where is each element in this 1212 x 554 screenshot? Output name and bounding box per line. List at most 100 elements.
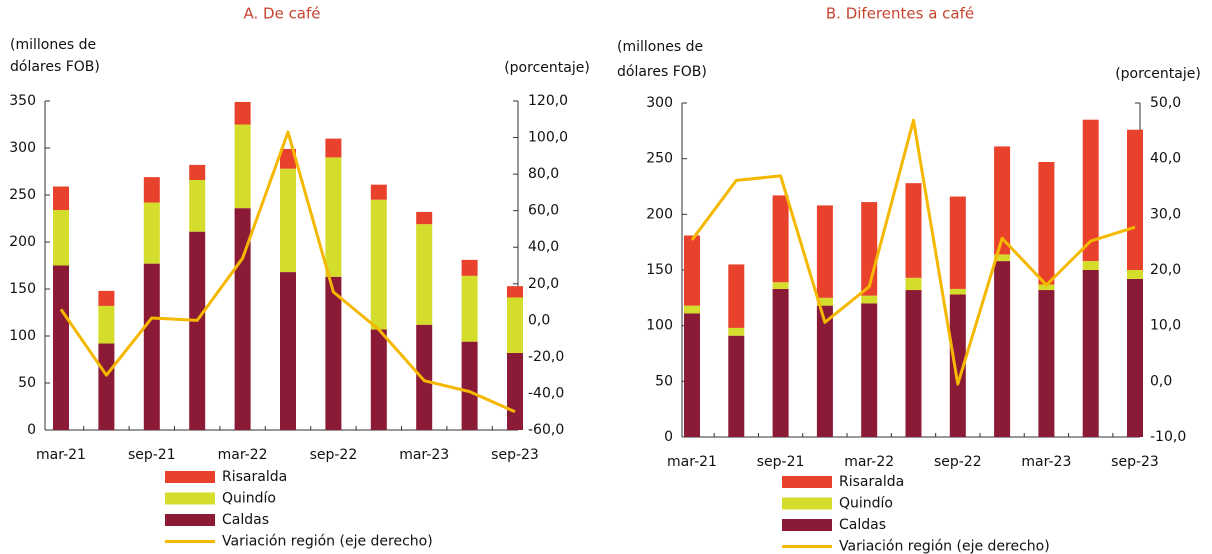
legend-swatch [165, 492, 215, 505]
y-tick-label: 200 [9, 234, 36, 250]
bar-segment [1082, 119, 1099, 262]
x-tick-label: mar-21 [667, 454, 717, 470]
bar-segment [53, 265, 69, 430]
legend-label: Risaralda [222, 469, 287, 485]
bar-segment [461, 341, 478, 430]
x-tick-label: sep-23 [1111, 454, 1159, 470]
bar-segment [994, 254, 1011, 262]
bar-segment [143, 202, 160, 264]
y2-tick-label: 60,0 [528, 203, 559, 219]
legend-swatch [782, 476, 832, 488]
bar-segment [280, 272, 296, 430]
bar-segment [1127, 129, 1143, 270]
y2-tick-label: 10,0 [1150, 318, 1181, 334]
bar-segment [143, 263, 160, 430]
line-series [690, 118, 1136, 386]
y2-tick-label: 120,0 [528, 93, 568, 109]
bar-segment [772, 282, 789, 289]
legend-label: Quindío [839, 496, 893, 512]
bar-segment [1082, 270, 1099, 437]
bar-segment [280, 148, 296, 169]
bar-segment [684, 235, 700, 306]
bar-segment [861, 303, 878, 437]
bar-segment [507, 286, 523, 298]
bar-segment [994, 261, 1011, 437]
legend-label: Variación región (eje derecho) [839, 539, 1050, 554]
bar-segment [684, 313, 700, 437]
bar-segment [1127, 270, 1143, 279]
bar-segment [1038, 284, 1055, 291]
x-tick-label: sep-22 [310, 447, 358, 463]
bar-segment [370, 329, 387, 430]
bar-segment [1127, 278, 1143, 437]
line-series [59, 130, 516, 414]
y-tick-label: 0 [664, 429, 673, 445]
legend-swatch [165, 514, 215, 526]
bar-segment [861, 295, 878, 304]
y-tick-label: 300 [9, 140, 36, 156]
bar-segment [728, 327, 745, 336]
y2-tick-label: 30,0 [1150, 206, 1181, 222]
legend-label: Variación región (eje derecho) [222, 534, 433, 550]
x-tick-label: sep-22 [934, 454, 982, 470]
bar-segment [280, 168, 296, 273]
bar-segment [416, 224, 433, 325]
bar-segment [461, 259, 478, 276]
y-axis-label: (millones de [10, 37, 96, 53]
y-tick-label: 350 [9, 93, 36, 109]
y-axis-label: (millones de [617, 39, 703, 55]
y2-tick-label: 40,0 [528, 239, 559, 255]
y2-tick-label: 0,0 [1150, 373, 1172, 389]
bar-segment [905, 290, 922, 437]
y2-tick-label: 20,0 [528, 276, 559, 292]
x-tick-label: mar-23 [399, 447, 449, 463]
chart-title: B. Diferentes a café [826, 5, 974, 23]
bar-segment [772, 195, 789, 283]
legend-label: Caldas [839, 517, 886, 533]
bar-segment [816, 205, 833, 298]
bar-segment [684, 305, 700, 314]
legend-swatch [782, 519, 832, 531]
chart-title: A. De café [243, 5, 320, 23]
bar-segment [325, 138, 342, 158]
y-tick-label: 100 [646, 318, 673, 334]
x-tick-label: sep-21 [757, 454, 805, 470]
y-axis-label: dólares FOB) [617, 64, 707, 80]
y2-tick-label: 80,0 [528, 166, 559, 182]
bar-segment [816, 305, 833, 437]
bar-segment [53, 186, 69, 211]
bar-segment [98, 343, 115, 430]
bar-segment [728, 264, 745, 328]
y-tick-label: 150 [646, 262, 673, 278]
y-tick-label: 250 [9, 187, 36, 203]
bar-segment [416, 324, 433, 430]
bar-segment [507, 352, 523, 430]
bar-segment [949, 288, 966, 295]
bar-segment [98, 305, 115, 344]
y2-tick-label: 20,0 [1150, 262, 1181, 278]
bar-segment [370, 184, 387, 200]
x-tick-label: sep-21 [128, 447, 176, 463]
y2-tick-label: 100,0 [528, 130, 568, 146]
y2-tick-label: -40,0 [528, 385, 564, 401]
x-tick-label: sep-23 [491, 447, 539, 463]
bar-segment [728, 335, 745, 437]
y-axis-label: dólares FOB) [10, 59, 100, 75]
bar-segment [994, 146, 1011, 255]
y-tick-label: 50 [655, 373, 673, 389]
y-tick-label: 100 [9, 328, 36, 344]
legend-label: Caldas [222, 512, 269, 528]
bar-segment [234, 101, 251, 125]
y2-tick-label: 50,0 [1150, 95, 1181, 111]
y2-tick-label: 40,0 [1150, 151, 1181, 167]
bar-segment [189, 179, 206, 232]
bar-segment [949, 294, 966, 437]
legend-label: Quindío [222, 491, 276, 507]
bar-segment [461, 275, 478, 342]
y-tick-label: 200 [646, 206, 673, 222]
bar-segment [234, 124, 251, 209]
y2-axis-label: (porcentaje) [504, 60, 590, 76]
bar-segment [325, 276, 342, 430]
y-tick-label: 250 [646, 151, 673, 167]
